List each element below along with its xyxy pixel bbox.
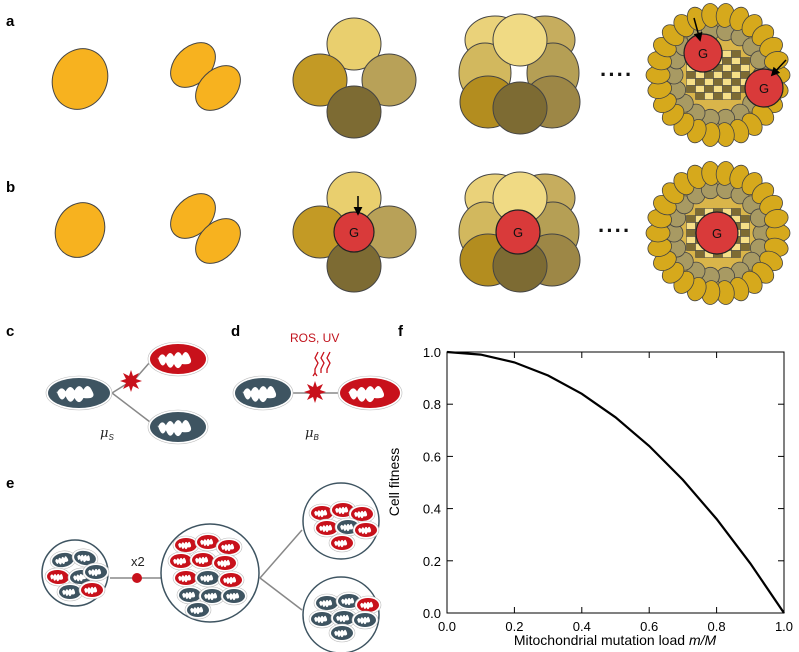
x-axis-ticks: 0.0 0.2 0.4 0.6 0.8 1.0: [438, 352, 793, 634]
mito-mutant-d: [337, 375, 403, 411]
y-tick-label: 1.0: [423, 345, 441, 360]
chart-plot-area: [446, 351, 785, 614]
cell-daughter-top: [302, 482, 380, 560]
ros-uv-label: ROS, UV: [290, 331, 339, 345]
ellipsis-b: ····: [598, 218, 631, 243]
zygote-cell: [51, 48, 109, 110]
mito-wild-child-c: [147, 409, 209, 445]
panel-label-c: c: [6, 323, 14, 340]
cell-duplicated: [160, 523, 260, 623]
x-tick-label: 0.4: [573, 619, 591, 634]
germline-label-b2: G: [513, 225, 523, 240]
panel-label-e: e: [6, 475, 14, 492]
y-tick-label: 0.8: [423, 397, 441, 412]
panel-label-f: f: [398, 323, 404, 340]
germline-cell-a2: G: [744, 59, 787, 108]
row-a-embryo-stages: ···· G G: [51, 3, 791, 147]
four-cell-stage: [292, 17, 417, 139]
panel-label-b: b: [6, 179, 15, 196]
mito-mutant-c: [147, 341, 209, 377]
panel-d-background-mutation: ROS, UV μB: [232, 331, 403, 442]
mito-wild-parent-c: [45, 375, 113, 411]
panel-label-d: d: [231, 323, 240, 340]
germline-label-b1: G: [349, 225, 359, 240]
x-tick-label: 0.6: [640, 619, 658, 634]
cell-daughter-bottom: [302, 576, 380, 652]
y-axis-label: Cell fitness: [386, 448, 402, 516]
two-cell-b2: [195, 218, 241, 264]
x-axis-label: Mitochondrial mutation load m/M: [514, 632, 717, 648]
chart-series: [446, 350, 785, 614]
germline-label-b3: G: [712, 226, 722, 241]
panel-label-a: a: [6, 13, 15, 30]
mutation-star-c: [120, 370, 142, 392]
y-tick-label: 0.6: [423, 449, 441, 464]
x-tick-label: 0.8: [708, 619, 726, 634]
mu-b-label: μB: [305, 426, 319, 442]
mutation-star-d: [304, 381, 326, 403]
germline-cell-b3: G: [695, 211, 739, 255]
cell-daughter-top-mitochondria: [308, 500, 380, 553]
row-b-embryo-stages: G G ···· G: [54, 161, 791, 305]
cell-parent-mitochondria: [44, 548, 110, 602]
series-line-fitness: [446, 350, 785, 614]
germline-label-a2: G: [759, 81, 769, 96]
four-cell-stage-b: G: [292, 171, 417, 293]
panel-c-somatic-mutation: μS: [45, 341, 209, 445]
x-tick-label: 0.0: [438, 619, 456, 634]
y-tick-label: 0.0: [423, 606, 441, 621]
duplication-label: x2: [131, 554, 145, 569]
blastula-b: [645, 161, 791, 305]
radiation-arrows: [312, 351, 331, 377]
eight-cell-stage-b: G: [458, 171, 581, 293]
duplication-dot: [132, 573, 142, 583]
panel-e-cell-division: x2: [41, 482, 382, 652]
two-cell-b: [195, 65, 241, 111]
mito-wild-d: [232, 375, 294, 411]
fitness-chart: 0.0 0.2 0.4 0.6 0.8 1.0 0.0 0.2 0.4 0.6 0.8 1.0 Mi…: [386, 345, 793, 648]
y-axis-ticks: 0.0 0.2 0.4 0.6 0.8 1.0: [423, 345, 784, 621]
eight-cell-stage: [458, 13, 581, 135]
x-tick-label: 1.0: [775, 619, 793, 634]
y-tick-label: 0.2: [423, 554, 441, 569]
ellipsis-a: ····: [600, 62, 633, 87]
cell-duplicated-mitochondria: [167, 532, 248, 620]
y-tick-label: 0.4: [423, 502, 441, 517]
x-tick-label: 0.2: [505, 619, 523, 634]
zygote-cell-b: [54, 202, 106, 258]
germline-cell-a1: G: [683, 17, 723, 73]
germline-label-a1: G: [698, 46, 708, 61]
cell-daughter-bottom-mitochondria: [308, 591, 382, 643]
mu-s-label: μS: [100, 426, 114, 442]
